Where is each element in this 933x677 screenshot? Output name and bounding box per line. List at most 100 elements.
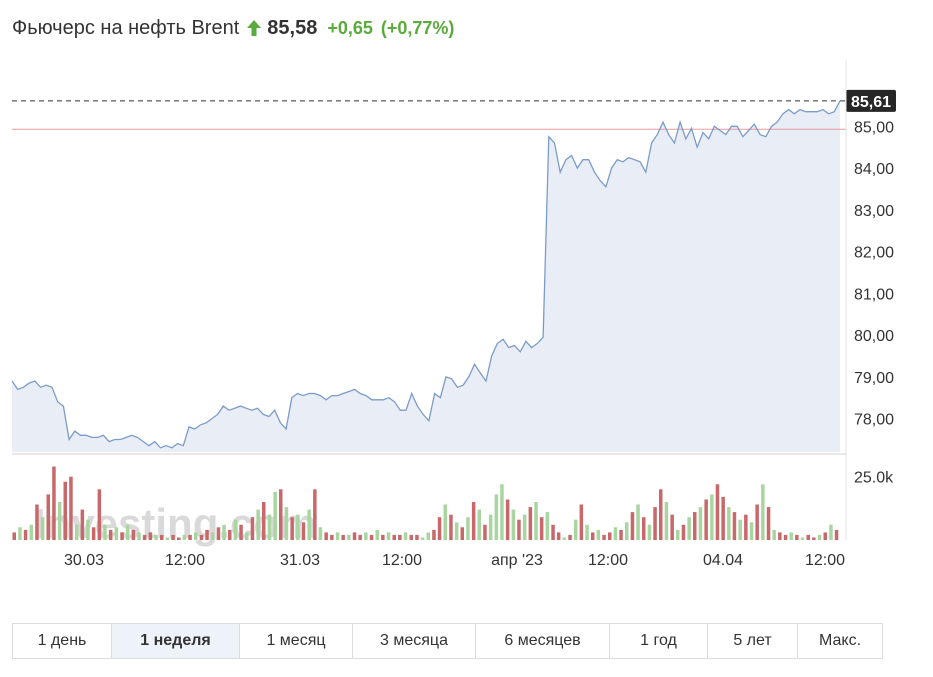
volume-bar [619, 529, 623, 540]
last-price-label: 85,61 [846, 89, 896, 112]
instrument-header: Фьючерс на нефть Brent 85,58 +0,65 (+0,7… [12, 14, 462, 42]
volume-bar [199, 534, 204, 540]
volume-bar [693, 512, 697, 540]
last-price: 85,58 [267, 16, 318, 39]
volume-bar [591, 532, 595, 540]
volume-bar [262, 502, 266, 540]
volume-bar [114, 527, 119, 540]
time-axis-tick: 12:00 [165, 552, 205, 569]
volume-bar [449, 514, 453, 540]
volume-bar [727, 507, 731, 540]
volume-bar [91, 527, 96, 540]
volume-bar [256, 509, 260, 540]
volume-bar [511, 509, 516, 540]
volume-bar [432, 529, 436, 540]
period-selector: 1 день 1 неделя 1 месяц 3 месяца 6 месяцев 1 … [12, 623, 883, 659]
volume-bar [137, 532, 141, 540]
volume-bar [528, 507, 533, 540]
volume-bar [154, 534, 158, 540]
volume-bar [545, 512, 550, 540]
volume-bar [216, 527, 221, 540]
period-tab[interactable]: 3 месяца [353, 624, 476, 658]
volume-bar [483, 524, 487, 540]
volume-bar [409, 534, 413, 540]
volume-bar [52, 466, 56, 540]
volume-bar [86, 519, 90, 540]
volume-bar [568, 534, 572, 540]
volume-bar [307, 509, 311, 540]
volume-bar [381, 534, 385, 540]
volume-bar [386, 532, 391, 540]
price-axis: 85,00 84,00 83,00 82,00 81,00 80,00 79,00 78,00 [854, 119, 894, 428]
time-axis-tick: апр '23 [491, 552, 543, 569]
volume-bar [420, 537, 425, 540]
volume-bar [812, 537, 816, 540]
volume-bar [296, 514, 300, 540]
volume-bar [335, 532, 340, 540]
volume-bar [823, 532, 827, 540]
period-tab[interactable]: 1 месяц [240, 624, 353, 658]
volume-bar [148, 532, 153, 540]
period-tab[interactable]: 5 лет [708, 624, 798, 658]
volume-bar [12, 532, 16, 540]
volume-bar [352, 532, 357, 540]
volume-bar [437, 517, 442, 540]
volume-bar [670, 514, 674, 540]
volume-bar [443, 504, 447, 540]
volume-bar [522, 514, 527, 540]
volume-bar [664, 502, 669, 540]
volume-bar [596, 529, 601, 540]
volume-bar [108, 529, 113, 540]
volume-bar [585, 524, 589, 540]
volume-bar [392, 534, 396, 540]
volume-bar [171, 534, 175, 540]
volume-bar [18, 527, 22, 540]
volume-bar [834, 529, 839, 540]
volume-bar [318, 527, 323, 540]
volume-bar [74, 524, 79, 540]
volume-bar [466, 517, 470, 540]
volume-bar [817, 534, 822, 540]
period-tab[interactable]: Макс. [818, 632, 862, 649]
volume-bars [12, 466, 839, 540]
volume-bar [40, 517, 45, 540]
volume-bar [574, 519, 578, 540]
volume-bar [364, 532, 368, 540]
volume-bar [358, 534, 362, 540]
volume-bar [551, 524, 555, 540]
volume-bar [534, 502, 538, 540]
volume-bar [375, 529, 379, 540]
volume-bar [103, 524, 107, 540]
volume-bar [160, 534, 164, 540]
volume-bar [800, 537, 805, 540]
volume-bar [177, 537, 181, 540]
volume-bar [415, 534, 419, 540]
volume-bar [710, 494, 714, 540]
price-panel: 85,00 84,00 83,00 82,00 81,00 80,00 79,00 78,00… [11, 89, 896, 453]
period-tab[interactable]: 1 неделя [112, 624, 240, 658]
volume-bar [795, 534, 799, 540]
volume-bar [35, 504, 39, 540]
period-tab[interactable]: 1 год [610, 624, 708, 658]
time-axis: 30.03 12:00 31.03 12:00 апр '23 12:00 04.04 12:… [64, 552, 845, 569]
volume-bar [642, 517, 646, 540]
volume-bar [477, 509, 481, 540]
volume-bar [539, 517, 544, 540]
volume-bar [301, 522, 306, 540]
volume-bar [772, 529, 776, 540]
volume-bar [233, 519, 238, 540]
volume-bar [766, 507, 771, 540]
volume-bar [494, 494, 499, 540]
volume-bar [562, 537, 567, 540]
volume-bar [313, 489, 317, 540]
volume-bar [211, 532, 215, 540]
volume-bar [505, 499, 510, 540]
volume-bar [23, 529, 28, 540]
instrument-title: Фьючерс на нефть Brent [12, 16, 240, 39]
period-tab[interactable]: 6 месяцев [476, 624, 610, 658]
price-chart[interactable]: 85,00 84,00 83,00 82,00 81,00 80,00 79,00 78,00… [0, 60, 933, 580]
volume-bar [29, 524, 33, 540]
volume-bar [279, 489, 283, 540]
period-tab[interactable]: 1 день [13, 624, 112, 658]
volume-bar [454, 522, 459, 540]
